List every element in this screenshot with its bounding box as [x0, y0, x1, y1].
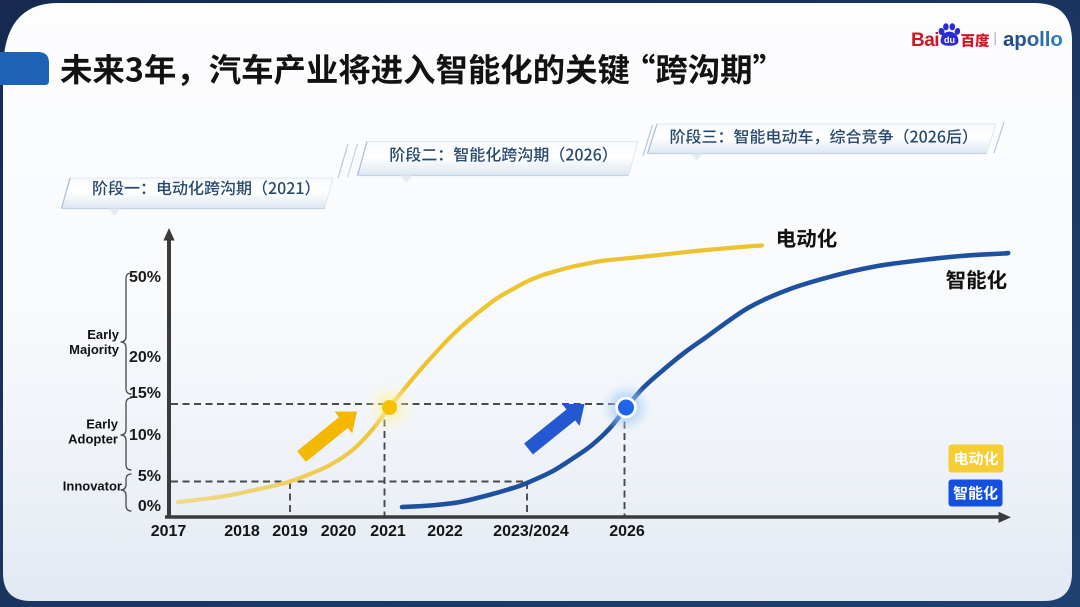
svg-text:20%: 20%: [129, 349, 161, 366]
svg-text:2018: 2018: [224, 523, 260, 540]
svg-text:Adopter: Adopter: [68, 432, 118, 447]
svg-text:10%: 10%: [129, 427, 161, 444]
svg-text:50%: 50%: [129, 269, 161, 286]
svg-text:Early: Early: [87, 327, 120, 342]
svg-text:Early: Early: [86, 417, 119, 432]
svg-text:2026: 2026: [609, 523, 645, 540]
svg-text:2023/2024: 2023/2024: [493, 523, 569, 540]
svg-text:2020: 2020: [321, 523, 357, 540]
svg-text:2022: 2022: [427, 523, 463, 540]
svg-text:Innovator: Innovator: [63, 479, 122, 494]
svg-text:15%: 15%: [129, 385, 161, 402]
svg-text:Majority: Majority: [69, 342, 120, 357]
svg-text:2021: 2021: [370, 523, 406, 540]
svg-text:apollo: apollo: [1003, 28, 1063, 51]
svg-text:du: du: [944, 35, 955, 45]
svg-text:0%: 0%: [138, 498, 161, 515]
svg-text:5%: 5%: [138, 468, 161, 485]
svg-text:2019: 2019: [272, 523, 308, 540]
svg-text:Bai: Bai: [911, 30, 939, 51]
svg-text:2017: 2017: [151, 523, 187, 540]
